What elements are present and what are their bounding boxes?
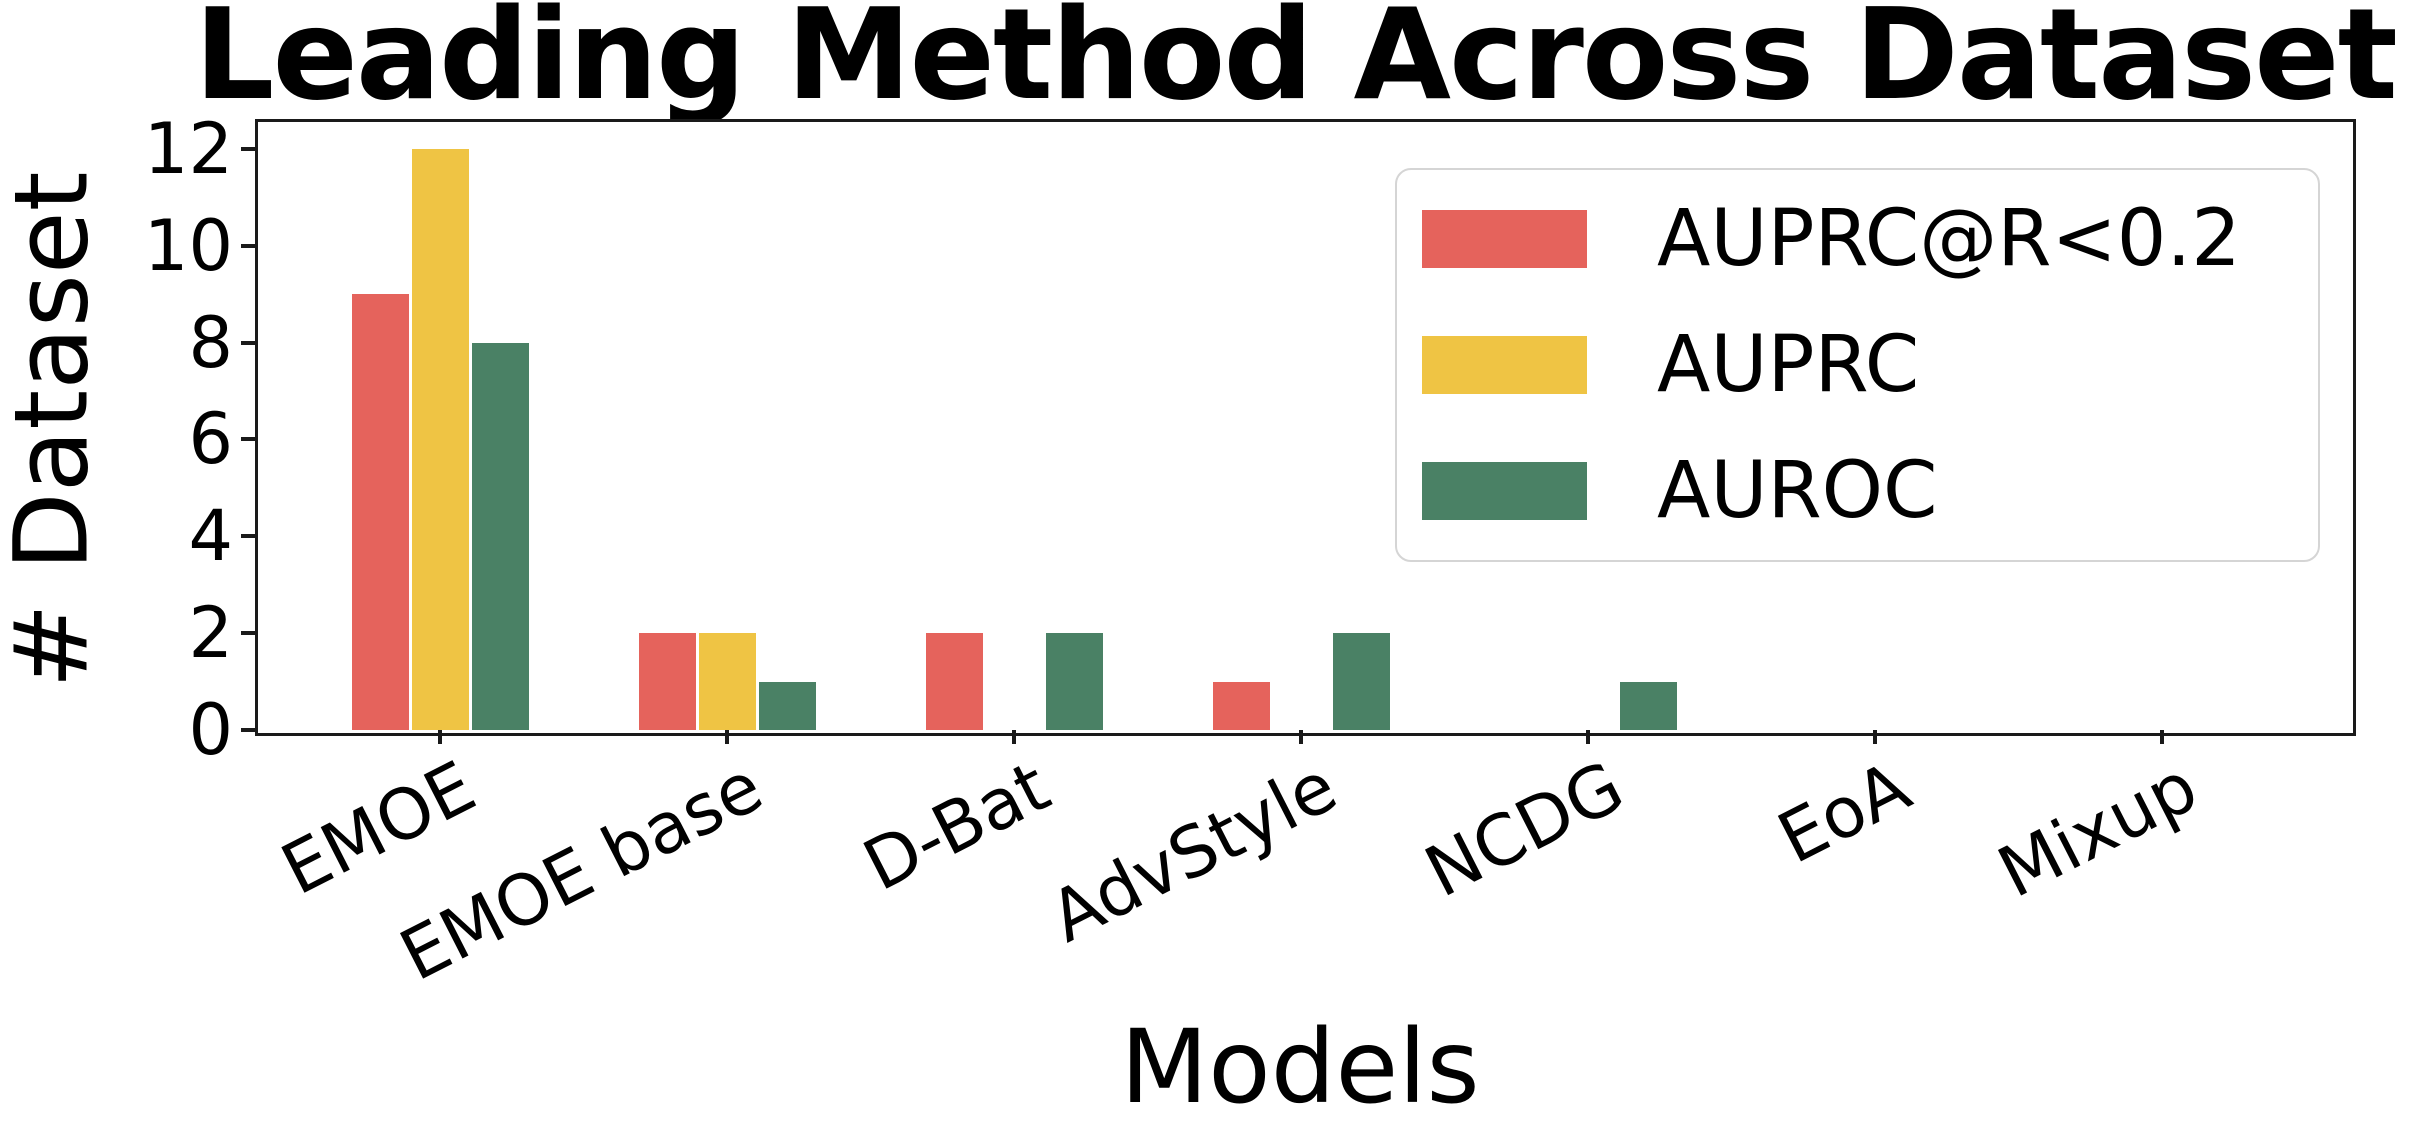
- bar-auprc-r-0-2-d-bat: [925, 633, 983, 730]
- x-tick-mark: [438, 730, 442, 744]
- y-tick-label: 10: [143, 204, 233, 287]
- y-tick-mark: [241, 243, 255, 248]
- bar-auprc-r-0-2-emoe: [351, 294, 409, 730]
- y-tick-label: 8: [188, 301, 233, 384]
- legend-item: AUPRC: [1397, 325, 2318, 405]
- bar-auroc-d-bat: [1045, 633, 1103, 730]
- bar-auroc-emoe-base: [758, 681, 816, 730]
- y-tick-mark: [241, 728, 255, 732]
- bar-auroc-advstyle: [1332, 633, 1390, 730]
- chart-title: Leading Method Across Dataset: [194, 0, 2398, 128]
- y-tick-mark: [241, 437, 255, 442]
- bar-auprc-r-0-2-advstyle: [1212, 681, 1270, 730]
- x-tick-label: EoA: [1765, 745, 1923, 880]
- y-tick-label: 2: [188, 592, 233, 675]
- x-tick-label: AdvStyle: [1036, 745, 1349, 959]
- x-tick-mark: [1299, 730, 1303, 744]
- y-tick-mark: [241, 146, 255, 151]
- legend-swatch-icon: [1422, 462, 1587, 520]
- y-tick-label: 4: [188, 495, 233, 578]
- bar-auroc-ncdg: [1619, 681, 1677, 730]
- legend-swatch-icon: [1422, 336, 1587, 394]
- legend: AUPRC@R<0.2 AUPRC AUROC: [1395, 168, 2320, 562]
- x-tick-mark: [1012, 730, 1016, 744]
- legend-label: AUPRC@R<0.2: [1657, 194, 2241, 284]
- y-tick-mark: [241, 534, 255, 539]
- legend-label: AUROC: [1657, 446, 1938, 536]
- x-tick-mark: [1873, 730, 1877, 744]
- x-axis-label: Models: [1120, 1008, 1480, 1127]
- legend-item: AUROC: [1397, 451, 2318, 531]
- x-tick-label: D-Bat: [850, 745, 1062, 907]
- y-tick-label: 12: [143, 107, 233, 190]
- bar-auroc-emoe: [471, 342, 529, 730]
- y-tick-mark: [241, 340, 255, 345]
- y-axis-label: # Dataset: [0, 171, 112, 689]
- x-tick-mark: [1586, 730, 1590, 744]
- bar-auprc-emoe-base: [698, 633, 756, 730]
- x-tick-mark: [2160, 730, 2164, 744]
- y-tick-mark: [241, 631, 255, 636]
- bar-auprc-r-0-2-emoe-base: [638, 633, 696, 730]
- bar-auprc-emoe: [411, 148, 469, 730]
- y-tick-label: 0: [188, 689, 233, 771]
- x-tick-mark: [725, 730, 729, 744]
- y-tick-label: 6: [188, 398, 233, 481]
- x-tick-label: NCDG: [1412, 745, 1636, 914]
- x-tick-label: Mixup: [1985, 745, 2210, 914]
- legend-item: AUPRC@R<0.2: [1397, 199, 2318, 279]
- legend-swatch-icon: [1422, 210, 1587, 268]
- x-tick-label: EMOE: [268, 745, 488, 911]
- legend-label: AUPRC: [1657, 320, 1920, 410]
